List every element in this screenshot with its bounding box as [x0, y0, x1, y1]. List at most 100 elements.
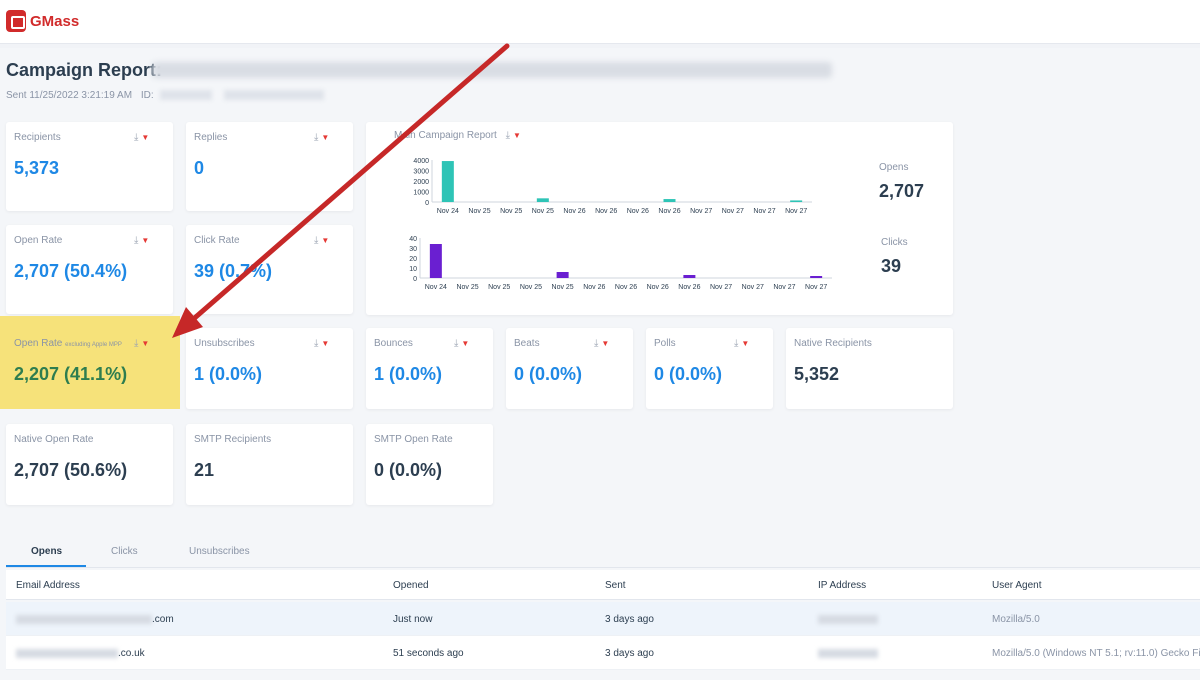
chart-bar [683, 275, 696, 278]
download-icon[interactable]: ⤓ ▼ [314, 235, 330, 246]
dropdown-caret-icon[interactable]: ▼ [141, 236, 150, 245]
id-label: ID: [140, 90, 154, 101]
x-tick-label: Nov 27 [753, 208, 775, 215]
x-tick-label: Nov 24 [437, 208, 459, 215]
card-value: 0 (0.0%) [654, 364, 723, 384]
user-agent-cell: Mozilla/5.0 [992, 614, 1040, 625]
highlight-box [0, 316, 180, 409]
dropdown-caret-icon[interactable]: ▼ [513, 131, 521, 140]
y-tick-label: 3000 [413, 169, 429, 176]
gmass-logo[interactable]: GMass [6, 10, 79, 32]
dropdown-caret-icon[interactable]: ▼ [321, 133, 330, 142]
replies-card[interactable]: Replies ⤓ ▼ 0 [186, 122, 353, 211]
click-rate-card[interactable]: Click Rate ⤓ ▼ 39 (0.7%) [186, 225, 353, 314]
native-recipients-card[interactable]: Native Recipients 5,352 [786, 328, 953, 409]
card-label: Native Recipients [794, 338, 872, 349]
download-icon[interactable]: ⤓ ▼ [314, 132, 330, 143]
opens-label: Opens [879, 162, 909, 173]
card-value: 5,352 [794, 364, 840, 384]
card-value: 0 (0.0%) [374, 460, 443, 480]
download-icon[interactable]: ⤓ ▼ [134, 235, 150, 246]
card-value: 0 (0.0%) [514, 364, 583, 384]
tab-clicks[interactable]: Clicks [111, 546, 138, 557]
download-icon[interactable]: ⤓ ▼ [454, 338, 470, 349]
open-rate-card[interactable]: Open Rate ⤓ ▼ 2,707 (50.4%) [6, 225, 173, 314]
polls-card[interactable]: Polls ⤓ ▼ 0 (0.0%) [646, 328, 773, 409]
column-header-opened[interactable]: Opened [393, 580, 429, 591]
card-value: 39 (0.7%) [194, 261, 273, 281]
download-icon[interactable]: ⤓ ▼ [594, 338, 610, 349]
tab-opens[interactable]: Opens [31, 546, 63, 557]
dropdown-caret-icon[interactable]: ▼ [321, 236, 330, 245]
column-header-sent[interactable]: Sent [605, 580, 626, 591]
x-tick-label: Nov 26 [563, 208, 585, 215]
dropdown-caret-icon[interactable]: ▼ [321, 339, 330, 348]
x-tick-label: Nov 26 [615, 284, 637, 291]
y-tick-label: 10 [409, 266, 417, 273]
column-header-email[interactable]: Email Address [16, 580, 80, 591]
table-row[interactable]: .com Just now 3 days ago Mozilla/5.0 [6, 602, 1200, 636]
chart-bar [441, 161, 454, 202]
download-icon[interactable]: ⤓ ▼ [134, 338, 150, 349]
smtp-open-rate-card[interactable]: SMTP Open Rate 0 (0.0%) [366, 424, 493, 505]
beats-card[interactable]: Beats ⤓ ▼ 0 (0.0%) [506, 328, 633, 409]
recipients-card[interactable]: Recipients ⤓ ▼ 5,373 [6, 122, 173, 211]
bounces-card[interactable]: Bounces ⤓ ▼ 1 (0.0%) [366, 328, 493, 409]
x-tick-label: Nov 25 [456, 284, 478, 291]
native-open-rate-card[interactable]: Native Open Rate 2,707 (50.6%) [6, 424, 173, 505]
dropdown-caret-icon[interactable]: ▼ [461, 339, 470, 348]
x-tick-label: Nov 26 [647, 284, 669, 291]
x-tick-label: Nov 25 [468, 208, 490, 215]
card-value: 2,707 (50.4%) [14, 261, 128, 281]
page-title: Campaign Report: [6, 60, 163, 80]
x-tick-label: Nov 27 [742, 284, 764, 291]
card-label-small: excluding Apple MPP [65, 342, 122, 348]
y-tick-label: 0 [413, 276, 417, 283]
x-tick-label: Nov 25 [520, 284, 542, 291]
x-tick-label: Nov 26 [583, 284, 605, 291]
card-label: Click Rate [194, 235, 240, 246]
card-label: Replies [194, 132, 228, 143]
y-tick-label: 0 [425, 200, 429, 207]
open-rate-mpp-card[interactable]: Open Rate excluding Apple MPP ⤓ ▼ 2,207 (… [6, 328, 173, 409]
y-tick-label: 40 [409, 236, 417, 243]
x-tick-label: Nov 26 [678, 284, 700, 291]
card-value: 5,373 [14, 158, 60, 178]
y-tick-label: 4000 [413, 158, 429, 165]
x-tick-label: Nov 24 [425, 284, 447, 291]
clicks-value: 39 [881, 256, 902, 276]
x-tick-label: Nov 26 [658, 208, 680, 215]
column-header-ip[interactable]: IP Address [818, 580, 867, 591]
dropdown-caret-icon[interactable]: ▼ [601, 339, 610, 348]
x-tick-label: Nov 25 [552, 284, 574, 291]
dropdown-caret-icon[interactable]: ▼ [141, 133, 150, 142]
chart-bar [790, 200, 803, 202]
card-label: Open Rate excluding Apple MPP [14, 338, 122, 349]
report-tabs: Opens Clicks Unsubscribes [6, 540, 1200, 568]
sent-label: Sent 11/25/2022 3:21:19 AM [6, 90, 133, 101]
app-name: GMass [30, 12, 80, 30]
dropdown-caret-icon[interactable]: ▼ [741, 339, 750, 348]
user-agent-cell: Mozilla/5.0 (Windows NT 5.1; rv:11.0) Ge… [992, 648, 1200, 659]
email-suffix: .com [152, 614, 174, 625]
card-label: Native Open Rate [14, 434, 94, 445]
column-header-user-agent[interactable]: User Agent [992, 580, 1042, 591]
opens-chart: 0 1000 2000 3000 4000 Nov 24 Nov 25 Nov 25 Nov 2… [413, 158, 812, 215]
top-bar: GMass [0, 0, 1200, 44]
opened-cell: Just now [393, 614, 433, 625]
card-value: 0 [194, 158, 205, 178]
download-icon[interactable]: ⤓ ▼ [314, 338, 330, 349]
download-icon[interactable]: ⤓ ▼ [505, 130, 521, 141]
sent-cell: 3 days ago [605, 614, 654, 625]
download-icon[interactable]: ⤓ ▼ [134, 132, 150, 143]
email-suffix: .co.uk [118, 648, 145, 659]
x-tick-label: Nov 27 [785, 208, 807, 215]
y-tick-label: 30 [409, 246, 417, 253]
tab-unsubscribes[interactable]: Unsubscribes [189, 546, 250, 557]
smtp-recipients-card[interactable]: SMTP Recipients 21 [186, 424, 353, 505]
dropdown-caret-icon[interactable]: ▼ [141, 339, 150, 348]
download-icon[interactable]: ⤓ ▼ [734, 338, 750, 349]
table-row[interactable]: .co.uk 51 seconds ago 3 days ago Mozilla… [6, 636, 1200, 670]
unsubscribes-card[interactable]: Unsubscribes ⤓ ▼ 1 (0.0%) [186, 328, 353, 409]
card-value: 2,207 (41.1%) [14, 364, 128, 384]
